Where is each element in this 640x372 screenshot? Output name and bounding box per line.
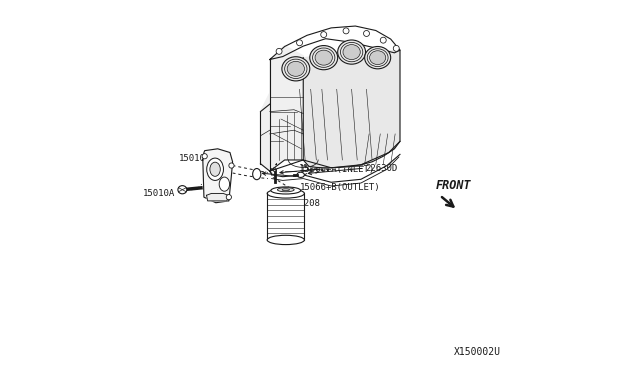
Polygon shape	[207, 193, 228, 201]
Circle shape	[296, 40, 303, 46]
Ellipse shape	[273, 169, 276, 171]
Ellipse shape	[365, 46, 390, 69]
Text: X150002U: X150002U	[453, 347, 500, 357]
Circle shape	[227, 195, 232, 200]
Ellipse shape	[338, 40, 365, 64]
Circle shape	[321, 32, 326, 38]
Ellipse shape	[178, 186, 187, 194]
Text: 15010A: 15010A	[143, 189, 175, 198]
Ellipse shape	[210, 162, 220, 176]
Circle shape	[343, 28, 349, 34]
Ellipse shape	[343, 45, 360, 60]
Circle shape	[394, 45, 399, 51]
Polygon shape	[270, 26, 400, 60]
Text: 15066+B(OUTLET): 15066+B(OUTLET)	[300, 183, 380, 192]
Text: 15241V: 15241V	[299, 164, 331, 173]
Circle shape	[202, 154, 207, 159]
Ellipse shape	[267, 235, 305, 245]
Text: FRONT: FRONT	[435, 179, 471, 192]
Ellipse shape	[315, 50, 332, 65]
Ellipse shape	[207, 158, 223, 180]
Ellipse shape	[287, 61, 305, 76]
Polygon shape	[260, 46, 303, 171]
Text: 22630D: 22630D	[365, 164, 397, 173]
Ellipse shape	[310, 46, 338, 70]
Text: 15208: 15208	[294, 199, 321, 208]
Polygon shape	[303, 50, 400, 168]
Ellipse shape	[253, 169, 261, 180]
Ellipse shape	[219, 177, 230, 191]
Polygon shape	[267, 193, 305, 240]
Circle shape	[380, 37, 386, 43]
Circle shape	[364, 31, 369, 36]
Ellipse shape	[267, 189, 305, 198]
Circle shape	[276, 48, 282, 54]
Polygon shape	[203, 149, 232, 203]
Ellipse shape	[297, 172, 305, 177]
Ellipse shape	[282, 57, 310, 81]
Circle shape	[229, 163, 234, 168]
Text: 15066+A(INLET): 15066+A(INLET)	[300, 165, 375, 174]
Ellipse shape	[271, 187, 301, 194]
Ellipse shape	[369, 51, 386, 65]
Ellipse shape	[277, 188, 294, 192]
Text: 15010: 15010	[179, 154, 206, 163]
